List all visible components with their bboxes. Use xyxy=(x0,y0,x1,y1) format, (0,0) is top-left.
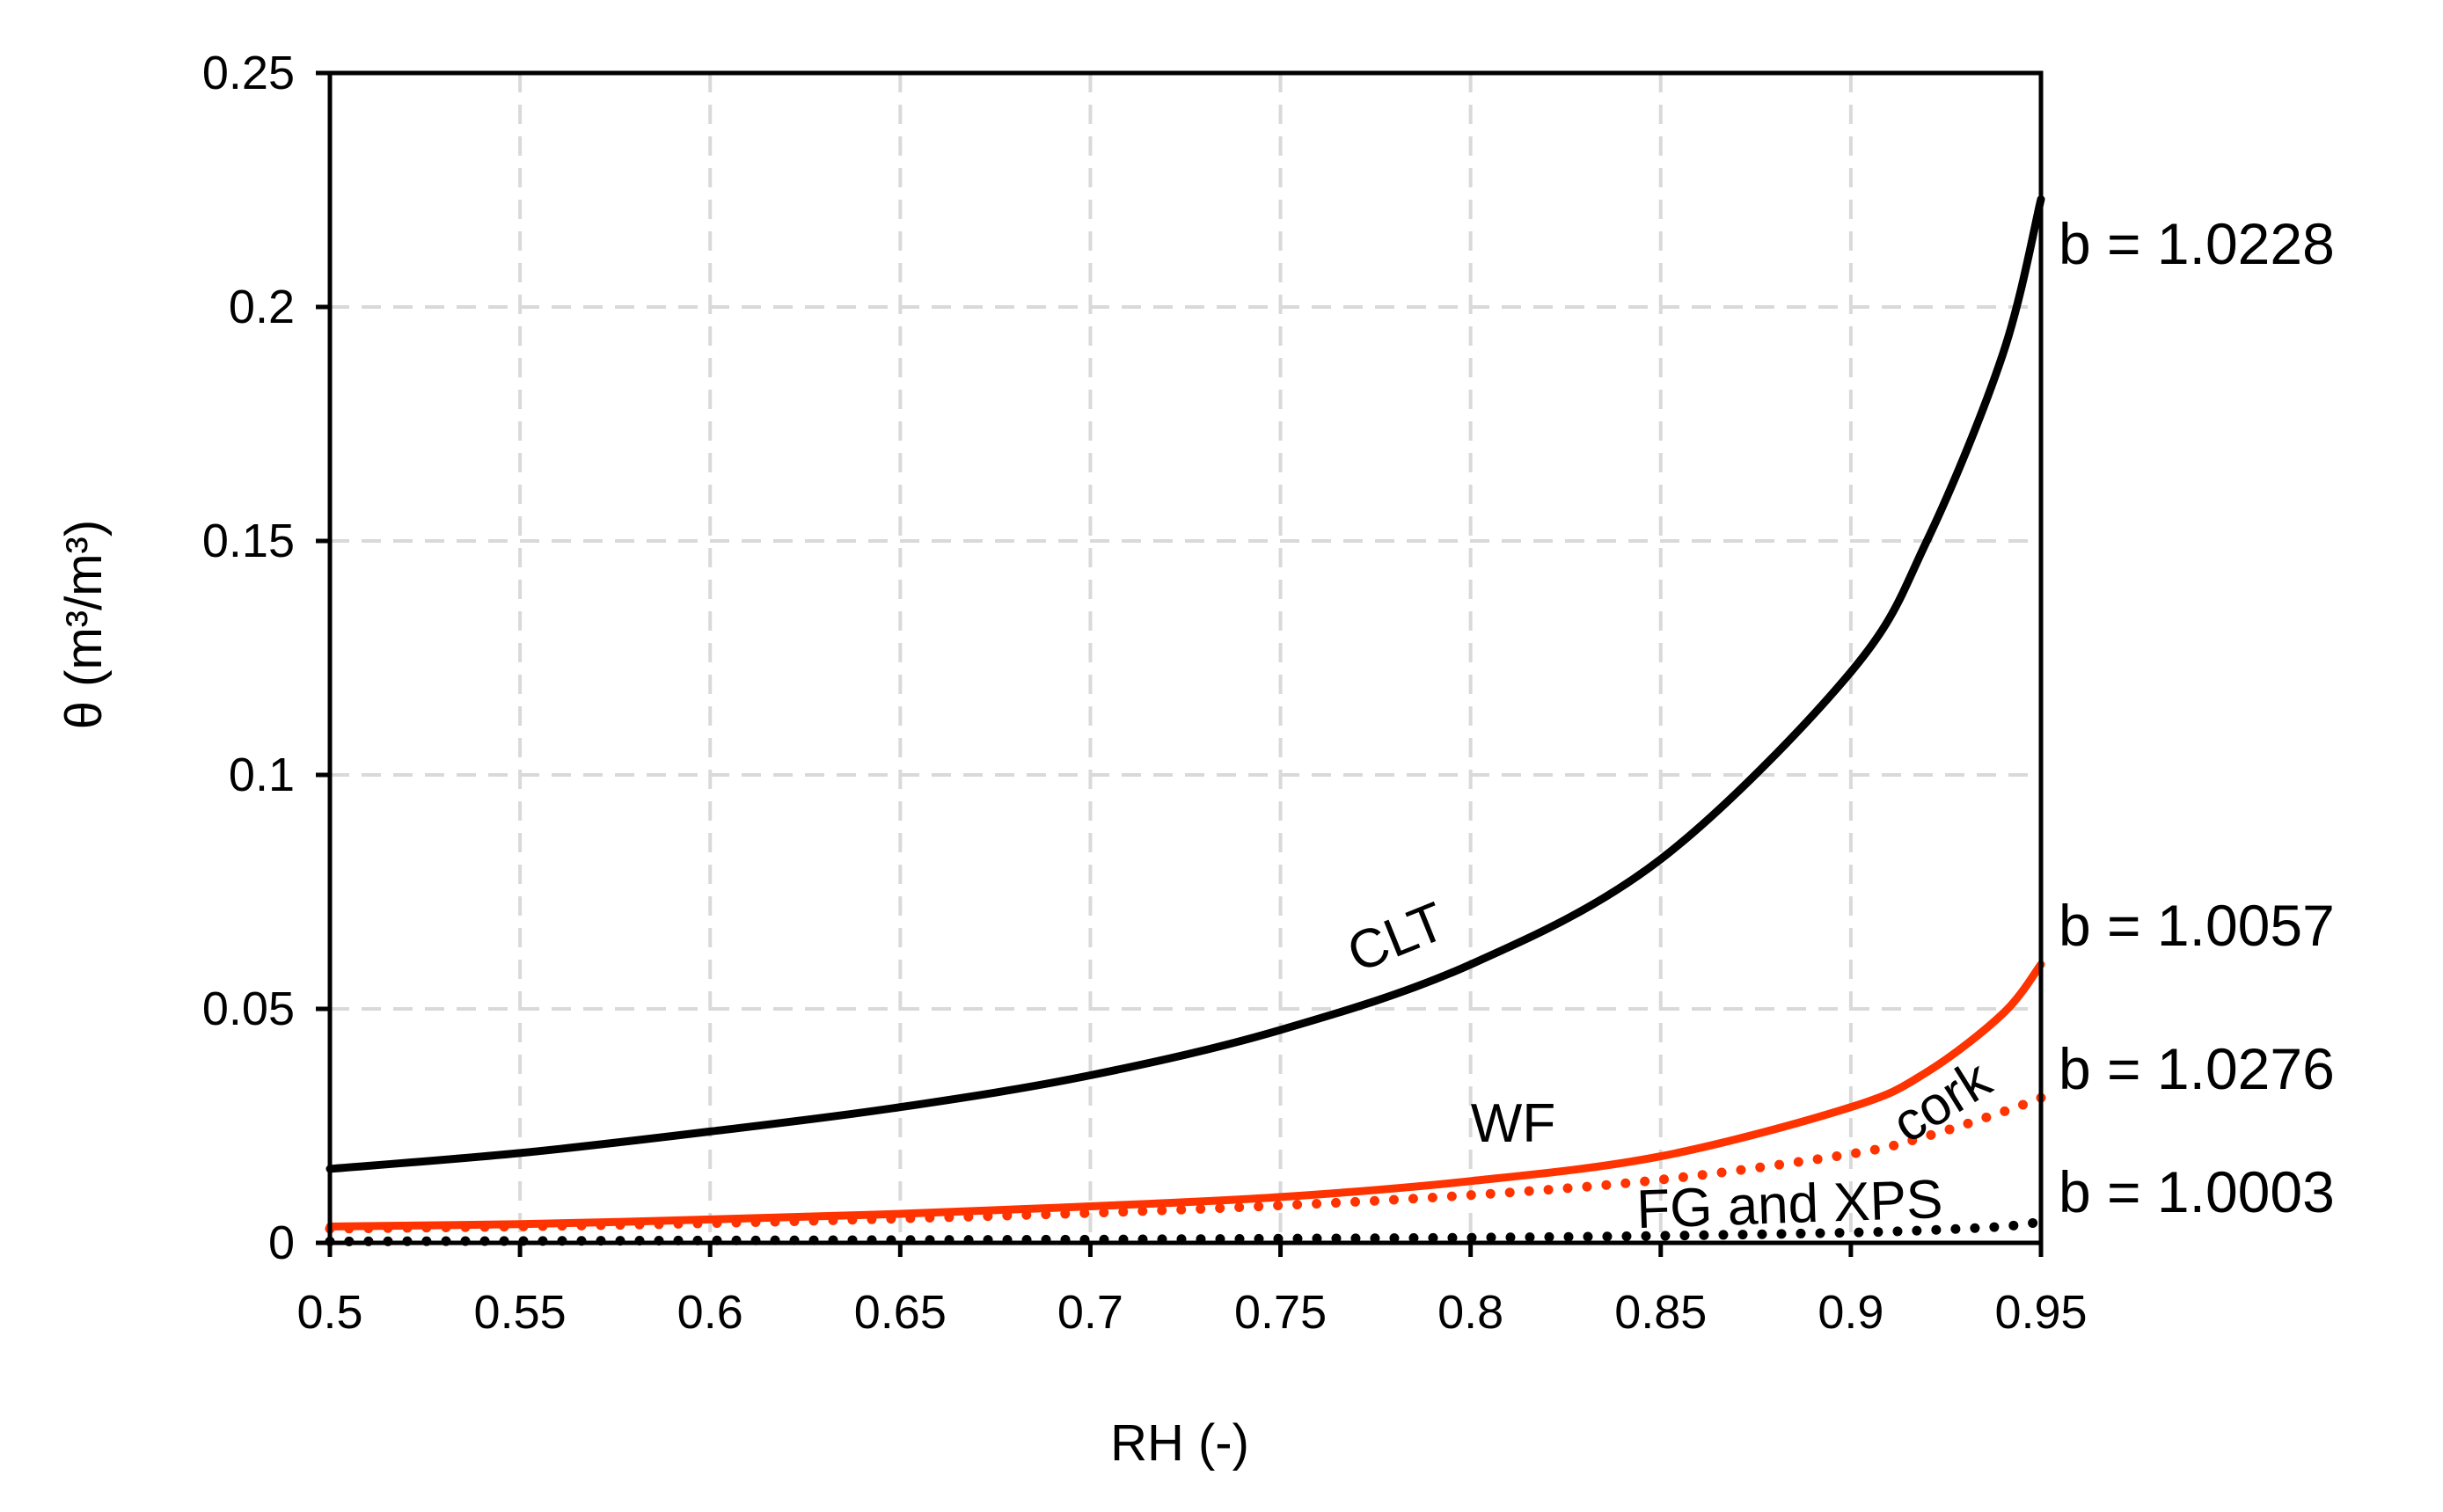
tick-labels: 0.5 0.55 0.6 0.65 0.7 0.75 0.8 0.85 0.9 0.95 0 0.05… xyxy=(202,47,2088,1339)
x-tick-label: 0.7 xyxy=(1057,1286,1123,1339)
y-axis-title: θ (m³/m³) xyxy=(55,520,113,729)
x-tick-label: 0.95 xyxy=(1994,1286,2087,1339)
x-tick-label: 0.75 xyxy=(1234,1286,1327,1339)
b-value-wf: b = 1.0057 xyxy=(2059,893,2335,958)
gridlines xyxy=(330,73,2041,1243)
y-tick-label: 0.15 xyxy=(202,515,295,567)
series-line-fg-xps xyxy=(325,1216,2046,1246)
y-tick-label: 0 xyxy=(268,1216,295,1269)
series-line-wf xyxy=(325,961,2045,1231)
x-tick-label: 0.9 xyxy=(1818,1286,1883,1339)
x-tick-label: 0.65 xyxy=(854,1286,947,1339)
series-line-clt xyxy=(325,195,2045,1173)
x-tick-label: 0.5 xyxy=(296,1286,362,1339)
x-tick-label: 0.85 xyxy=(1614,1286,1707,1339)
x-tick-label: 0.8 xyxy=(1437,1286,1503,1339)
series-layer xyxy=(325,195,2046,1246)
x-tick-label: 0.55 xyxy=(474,1286,567,1339)
series-label-clt: CLT xyxy=(1339,891,1453,984)
y-tick-label: 0.05 xyxy=(202,982,295,1035)
x-axis-title: RH (-) xyxy=(1110,1414,1249,1472)
y-tick-label: 0.25 xyxy=(202,47,295,99)
b-value-clt: b = 1.0228 xyxy=(2059,211,2335,276)
y-tick-label: 0.1 xyxy=(229,749,295,801)
x-tick-label: 0.6 xyxy=(677,1286,743,1339)
b-value-cork: b = 1.0276 xyxy=(2059,1036,2335,1101)
y-tick-label: 0.2 xyxy=(229,281,295,333)
plot-frame xyxy=(327,70,2044,1245)
axis-ticks xyxy=(316,70,2044,1257)
series-label-wf: WF xyxy=(1471,1093,1555,1154)
b-value-labels: b = 1.0228 b = 1.0057 b = 1.0276 b = 1.0003 xyxy=(2059,211,2335,1224)
series-label-fg-xps: FG and XPS xyxy=(1635,1169,1943,1240)
series-line-cork xyxy=(325,1092,2046,1234)
b-value-fg-xps: b = 1.0003 xyxy=(2059,1159,2335,1224)
